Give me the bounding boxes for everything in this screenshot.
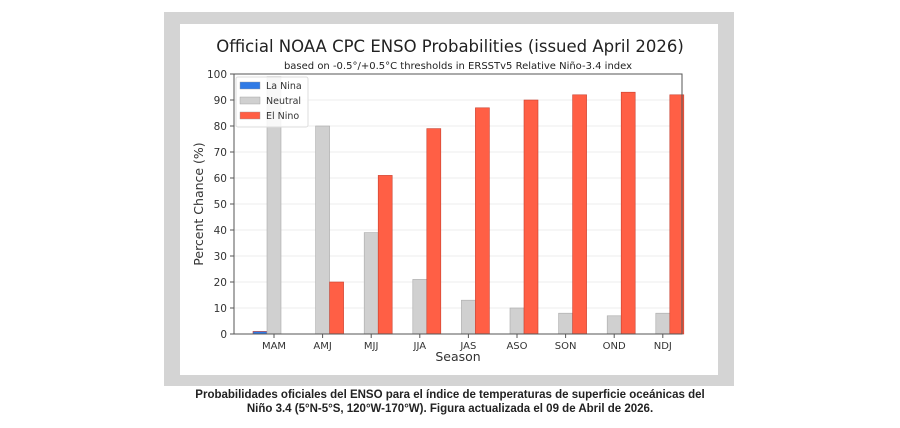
bar-el-nino [620,91,636,335]
bar-el-nino [426,128,442,335]
y-tick-label: 80 [214,121,227,133]
x-tick-label: JAS [459,341,476,352]
x-tick-label: AMJ [313,341,331,352]
chart-subtitle: based on -0.5°/+0.5°C thresholds in ERSS… [284,61,632,72]
legend-swatch [239,81,261,90]
bar-neutral [606,315,622,335]
legend-label: Neutral [266,96,301,107]
caption-line-2: Niño 3.4 (5°N-5°S, 120°W-170°W). Figura … [246,403,654,415]
y-tick-label: 50 [214,199,227,211]
x-tick-label: ASO [506,341,527,352]
y-tick-label: 100 [207,69,227,81]
y-tick-label: 10 [214,303,227,315]
bar-el-nino [475,107,490,335]
bar-el-nino [329,281,344,335]
bar-el-nino [377,175,393,335]
x-tick-label: MJJ [364,341,379,352]
bar-neutral [558,312,573,335]
legend-swatch [239,111,261,120]
y-tick-label: 90 [214,95,227,107]
y-tick-label: 20 [214,277,227,289]
bar-neutral [461,299,476,335]
plot-area-border [233,73,683,335]
x-tick-label: NDJ [654,341,672,352]
y-tick-label: 70 [214,147,227,159]
x-tick-label: OND [603,341,626,352]
bar-neutral [363,232,379,335]
x-tick-label: MAM [262,341,286,352]
x-tick-label: SON [555,341,577,352]
x-axis-label: Season [435,349,480,364]
y-tick-label: 60 [214,173,227,185]
y-tick-label: 30 [214,251,227,263]
bar-el-nino [523,99,539,335]
legend-label: La Nina [266,81,302,92]
bar-neutral [412,279,428,335]
y-axis-label: Percent Chance (%) [191,142,206,265]
y-tick-label: 40 [214,225,227,237]
caption-line-1: Probabilidades oficiales del ENSO para e… [195,389,705,401]
legend-swatch [239,96,261,105]
bar-neutral [655,312,671,335]
figure-caption: Probabilidades oficiales del ENSO para e… [0,388,900,416]
chart-title: Official NOAA CPC ENSO Probabilities (is… [216,37,684,56]
legend-label: El Nino [266,111,299,122]
bar-neutral [315,125,330,335]
y-tick-label: 0 [220,329,227,341]
bar-neutral [509,307,525,335]
bar-el-nino [572,94,587,335]
x-tick-label: JJA [413,341,427,352]
